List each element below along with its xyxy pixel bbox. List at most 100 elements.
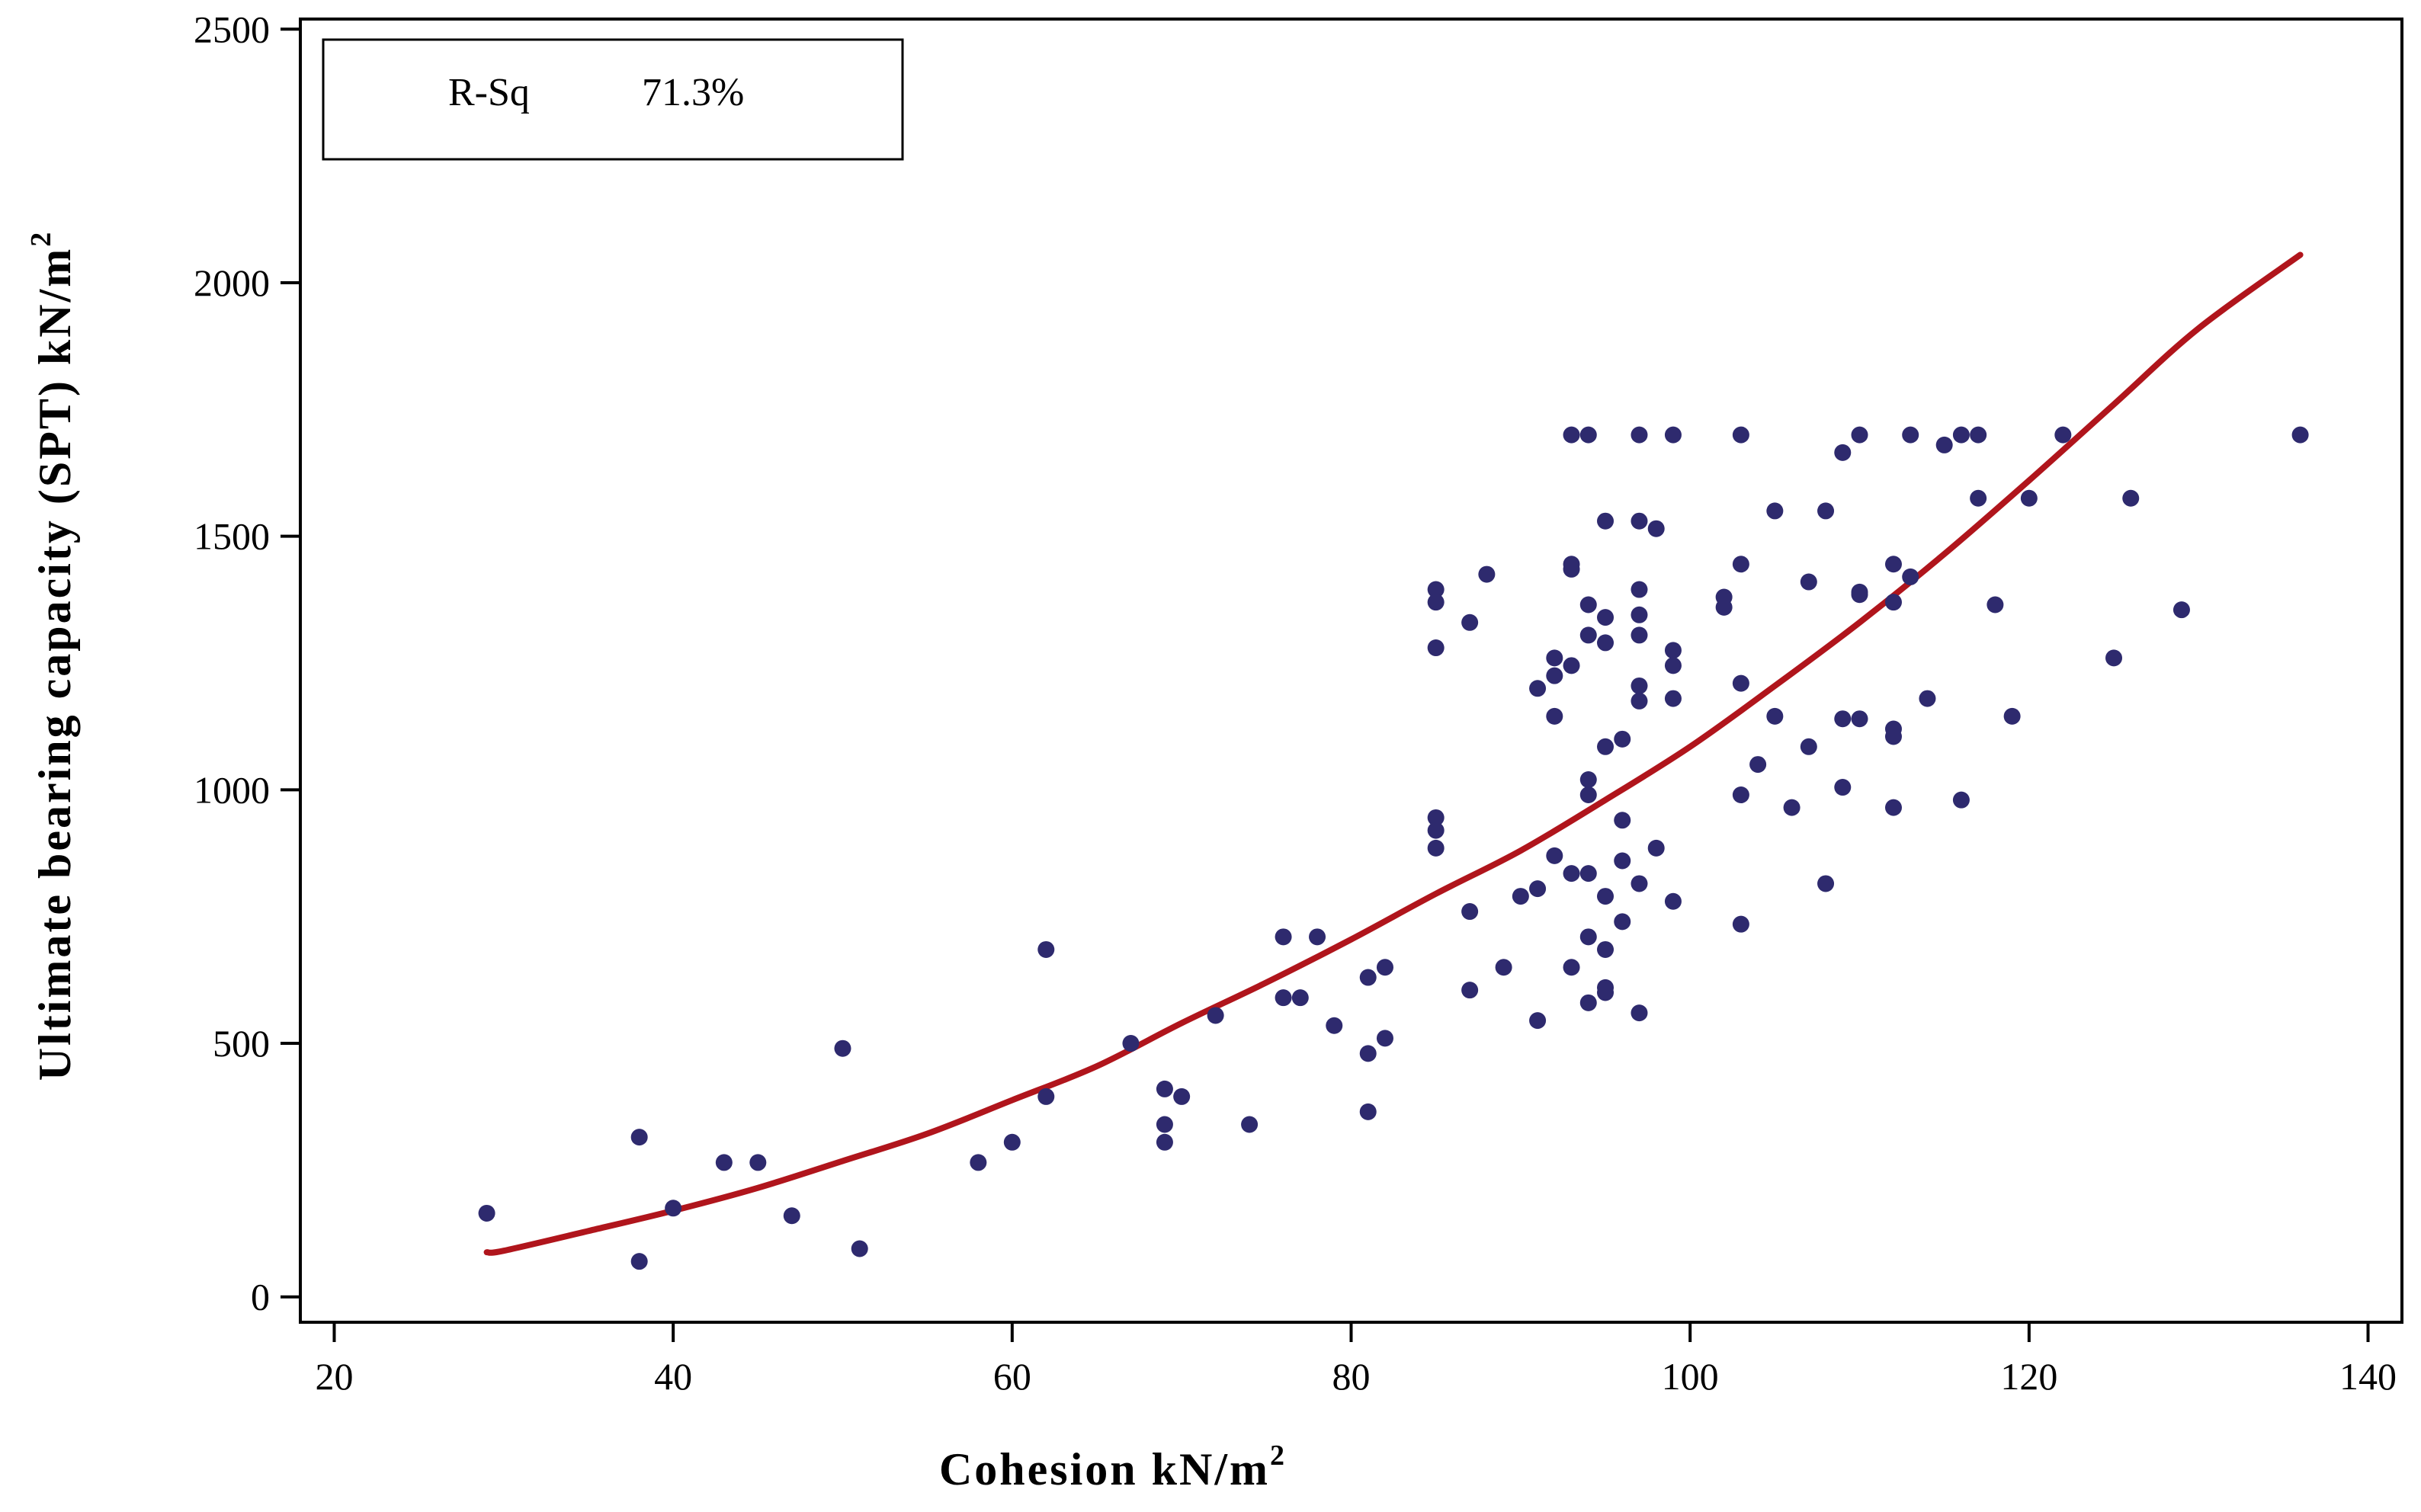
x-axis: 20 40 60 80 100 120 140 — [315, 1322, 2397, 1398]
data-point — [1749, 756, 1767, 774]
data-point — [1970, 489, 1987, 507]
x-tick-label: 80 — [1332, 1355, 1371, 1398]
data-point — [1614, 913, 1631, 931]
data-point — [1546, 847, 1563, 864]
data-point — [1529, 880, 1547, 898]
plot-frame — [299, 18, 2403, 1324]
y-tick-label: 1500 — [194, 515, 270, 558]
y-axis: 0 500 1000 1500 2000 2500 — [194, 8, 300, 1318]
data-point — [630, 1129, 648, 1146]
data-point — [1987, 596, 2004, 613]
data-point — [1732, 426, 1749, 444]
legend-frame — [322, 38, 904, 161]
data-point — [1597, 940, 1615, 958]
data-point — [834, 1040, 851, 1057]
data-point — [1546, 667, 1563, 684]
x-axis-title-sup: 2 — [1270, 1440, 1287, 1472]
data-point — [1631, 875, 1648, 892]
data-point — [1037, 1088, 1055, 1105]
data-point — [2020, 489, 2038, 507]
data-point — [1495, 959, 1512, 976]
data-point — [1919, 690, 1936, 707]
data-point — [1732, 674, 1749, 692]
data-point — [1664, 426, 1682, 444]
data-point — [1834, 710, 1852, 728]
data-point — [2291, 426, 2309, 444]
data-point — [1614, 812, 1631, 829]
data-point — [1631, 512, 1648, 530]
data-point — [1156, 1116, 1173, 1133]
x-tick-label: 40 — [654, 1355, 692, 1398]
data-point — [1902, 568, 1919, 585]
data-point — [1732, 915, 1749, 933]
data-point — [1563, 657, 1580, 674]
data-point — [1647, 520, 1665, 537]
data-point — [1970, 426, 1987, 444]
data-point — [1579, 626, 1597, 644]
y-tick-label: 2000 — [194, 261, 270, 304]
data-point — [1597, 512, 1615, 530]
data-point — [665, 1200, 682, 1217]
data-point — [970, 1154, 987, 1171]
data-point — [1309, 928, 1326, 946]
x-tick-label: 60 — [993, 1355, 1031, 1398]
data-point — [1579, 426, 1597, 444]
data-point — [2172, 601, 2190, 619]
data-point — [1291, 989, 1309, 1007]
data-point — [1156, 1133, 1173, 1151]
data-point — [1579, 786, 1597, 804]
data-point — [1766, 502, 1784, 520]
y-tick-label: 0 — [251, 1276, 270, 1318]
data-point — [1851, 426, 1868, 444]
data-point — [1783, 799, 1801, 816]
data-point — [1715, 598, 1733, 616]
data-point — [1359, 1045, 1377, 1062]
data-point — [1834, 444, 1852, 461]
x-axis-title-text: Cohesion kN/m — [939, 1444, 1270, 1494]
y-axis-title-text: Ultimate bearing capacity (SPT) kN/m — [30, 247, 80, 1081]
data-point — [1664, 892, 1682, 910]
data-point — [2122, 489, 2140, 507]
data-point — [1376, 1030, 1393, 1047]
data-point — [1037, 940, 1055, 958]
data-point — [1427, 639, 1445, 657]
data-point — [1579, 771, 1597, 789]
legend-value: 71.3% — [642, 71, 744, 114]
data-point — [1461, 903, 1479, 921]
data-point — [2054, 426, 2072, 444]
data-point — [1952, 791, 1970, 809]
data-point — [1851, 586, 1868, 604]
data-point — [1359, 969, 1377, 986]
legend-box: R-Sq 71.3% — [322, 38, 904, 161]
data-point — [1614, 852, 1631, 870]
data-point — [1546, 649, 1563, 667]
data-point — [1512, 888, 1529, 905]
x-axis-title: Cohesion kN/m2 — [939, 1440, 1287, 1494]
x-tick-label: 20 — [315, 1355, 353, 1398]
data-point — [1563, 560, 1580, 578]
data-point — [749, 1154, 767, 1171]
data-point — [1631, 677, 1648, 694]
data-point — [1427, 594, 1445, 611]
y-tick-label: 2500 — [194, 8, 270, 50]
data-point — [1597, 888, 1615, 905]
data-point — [1614, 730, 1631, 748]
data-point — [1427, 581, 1445, 598]
data-point — [1817, 875, 1835, 892]
data-point — [1732, 556, 1749, 573]
data-point — [1631, 626, 1648, 644]
data-point — [1546, 707, 1563, 725]
data-point — [2105, 649, 2123, 667]
data-point — [1935, 436, 1953, 453]
data-point — [851, 1240, 868, 1257]
data-point — [1326, 1017, 1343, 1034]
data-point — [1766, 707, 1784, 725]
data-point — [478, 1204, 495, 1222]
data-point — [1631, 581, 1648, 598]
data-point — [1834, 779, 1852, 796]
data-point — [1003, 1133, 1021, 1151]
data-point — [715, 1154, 733, 1171]
data-point — [1664, 642, 1682, 659]
data-point — [1884, 799, 1902, 816]
